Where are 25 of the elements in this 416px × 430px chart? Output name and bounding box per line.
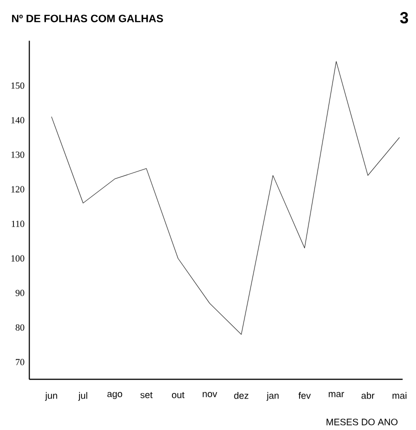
x-tick-label: nov — [202, 392, 218, 398]
x-tick-label: abr — [362, 392, 374, 399]
x-tick-label: out — [172, 392, 184, 398]
x-tick-label: set — [140, 392, 153, 398]
y-tick-label: 120 — [11, 186, 24, 192]
x-tick-label: fev — [298, 392, 311, 399]
line-series — [51, 61, 400, 335]
chart-title: Nº DE FOLHAS COM GALHAS — [12, 14, 163, 22]
x-axis-title: MESES DO ANO — [326, 418, 398, 426]
y-tick-label: 140 — [11, 117, 24, 124]
x-tick-label: jun — [45, 392, 58, 401]
y-tick-label: 150 — [11, 82, 24, 89]
x-tick-label: ago — [107, 392, 122, 400]
y-tick-label: 90 — [16, 290, 24, 296]
x-tick-label: mai — [392, 392, 406, 399]
x-tick-label: dez — [234, 392, 248, 399]
x-tick-label: jan — [266, 392, 279, 401]
x-tick-label: jul — [78, 392, 88, 401]
y-tick-label: 110 — [12, 220, 24, 227]
y-tick-label: 130 — [11, 152, 24, 158]
y-tick-label: 80 — [16, 324, 24, 331]
y-tick-label: 100 — [11, 255, 24, 262]
x-tick-label: mar — [328, 392, 344, 398]
text: 3 — [400, 12, 408, 24]
y-tick-label: 70 — [16, 358, 24, 366]
